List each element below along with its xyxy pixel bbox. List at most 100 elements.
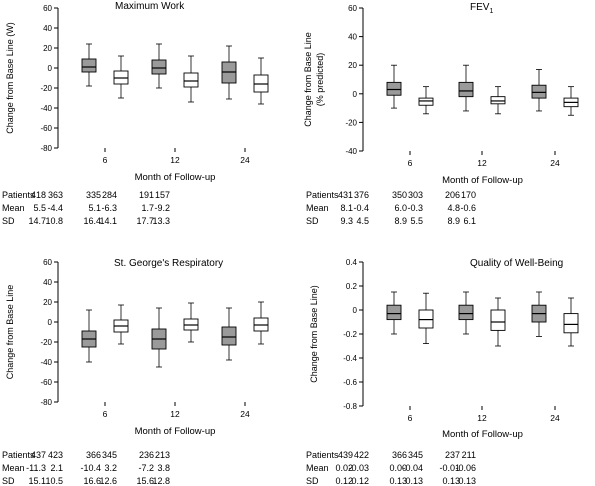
y-axis-label: Change from Base Line [5,285,15,380]
box-body [418,97,434,106]
stats-row-label: SD [2,476,15,486]
x-tick-label: 24 [240,409,250,419]
box-body [386,304,402,321]
stats-cell: -0.03 [348,463,369,473]
stats-cell: -6.3 [101,203,117,213]
box-body [458,304,474,321]
stats-cell: 8.1 [340,203,353,213]
box-white [113,55,129,99]
stats-cell: 9.3 [340,216,353,226]
x-tick-label: 6 [408,158,413,168]
stats-row-label: Mean [2,463,25,473]
stats-cell: -0.6 [460,203,476,213]
box-white [563,297,579,347]
chart-title: Maximum Work [115,1,185,12]
x-tick-label: 6 [408,413,413,423]
y-axis-label: (% predicted) [315,53,325,107]
stats-cell: 6.1 [463,216,476,226]
y-axis-label: Change from Base Line (W) [5,22,15,134]
box-gray [458,291,474,335]
box-gray [531,69,547,112]
box-white [183,55,199,103]
box-gray [221,45,237,100]
stats-cell: 10.8 [45,216,63,226]
stats-row-label: Mean [306,463,329,473]
stats-cell: 0.13 [405,476,423,486]
chart-panel-2: FEV1 60 40 20 0 -20 -40 Change from Base Line (%… [303,2,579,226]
stats-cell: 1.7 [141,203,154,213]
box-gray [531,291,547,337]
box-body [386,81,402,96]
stats-cell: 8.9 [394,216,407,226]
stats-cell: 12.6 [99,476,117,486]
chart-panel-4: Quality of Well-Being 0.4 0.2 0 -0.2 -0.4 -0.6… [306,258,579,486]
stats-row-label: SD [2,216,15,226]
stats-cell: 237 [445,450,460,460]
box-gray [221,307,237,361]
stats-row-label: SD [306,216,319,226]
y-tick-label: -0.6 [343,378,357,387]
box-white [490,297,506,347]
x-axis-label: Month of Follow-up [442,175,523,186]
stats-cell: -0.04 [402,463,423,473]
stats-cell: 0.12 [351,476,369,486]
stats-row-label: Mean [2,203,25,213]
stats-cell: -7.2 [138,463,154,473]
stats-row-label: Patients [2,450,35,460]
y-tick-label: 0 [353,90,358,99]
box-gray [386,64,402,109]
stats-cell: 335 [86,190,101,200]
stats-cell: 0.02 [335,463,353,473]
x-axis-label: Month of Follow-up [135,426,216,437]
stats-cell: 345 [408,450,423,460]
y-tick-label: 20 [43,298,52,307]
stats-cell: 0.12 [335,476,353,486]
y-tick-label: -60 [40,378,52,387]
stats-cell: 284 [102,190,117,200]
stats-cell: 206 [445,190,460,200]
stats-cell: 3.2 [104,463,117,473]
x-tick-label: 24 [550,413,560,423]
stats-cell: 4.8 [447,203,460,213]
stats-cell: 6.0 [394,203,407,213]
stats-cell: -0.06 [455,463,476,473]
stats-cell: 5.5 [410,216,423,226]
box-body [490,96,506,105]
stats-row-label: Patients [306,450,339,460]
stats-cell: 8.9 [447,216,460,226]
stats-row-label: Patients [2,190,35,200]
stats-row-label: Mean [306,203,329,213]
stats-cell: 157 [155,190,170,200]
box-body [458,81,474,98]
stats-cell: -10.4 [80,463,101,473]
stats-cell: 345 [102,450,117,460]
stats-row-label: Patients [306,190,339,200]
y-axis-label: Change from Base Line) [309,285,319,383]
stats-cell: 5.5 [33,203,46,213]
y-tick-label: -40 [40,104,52,113]
box-white [490,86,506,115]
y-tick-label: 40 [348,33,357,42]
y-tick-label: 0 [48,64,53,73]
stats-cell: 213 [155,450,170,460]
box-body [531,84,547,99]
y-tick-label: 60 [43,4,52,13]
box-body [563,313,579,334]
box-white [183,302,199,343]
chart-title: St. George's Respiratory [114,258,223,269]
stats-cell: 16.6 [83,476,101,486]
y-tick-label: 0 [48,318,53,327]
stats-cell: 236 [139,450,154,460]
y-tick-label: -20 [40,338,52,347]
box-gray [81,43,97,87]
y-tick-label: -0.2 [343,330,357,339]
box-white [418,292,434,345]
stats-cell: 170 [461,190,476,200]
box-body [490,309,506,331]
y-tick-label: 60 [348,4,357,13]
box-white [563,86,579,116]
y-tick-label: -80 [40,144,52,153]
stats-cell: -11.3 [26,463,46,473]
y-tick-label: -60 [40,124,52,133]
